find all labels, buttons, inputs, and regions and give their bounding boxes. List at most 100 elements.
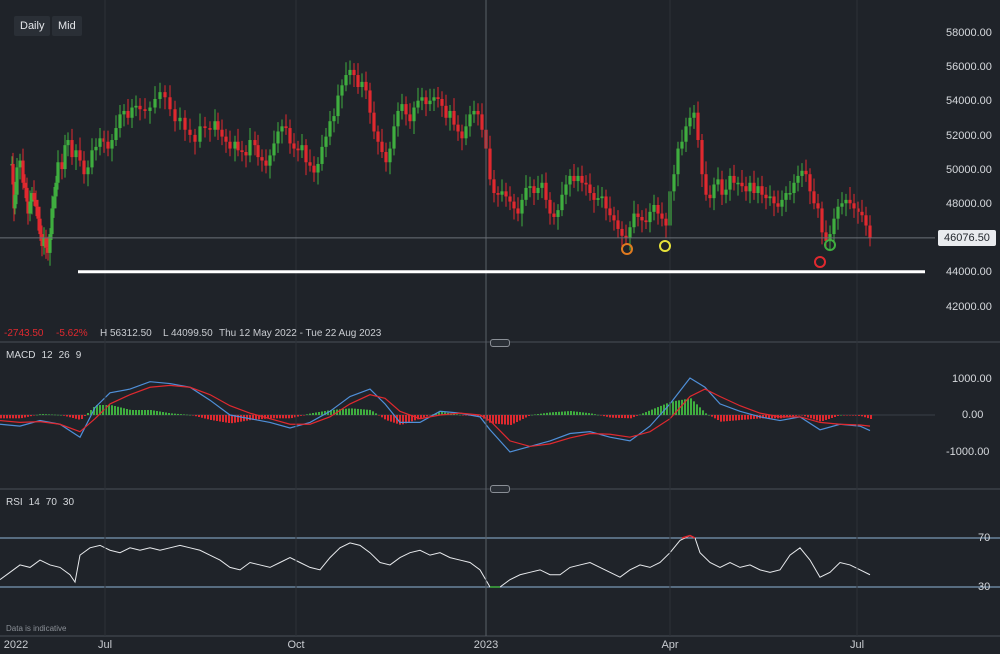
price-tick: 52000.00 <box>946 129 992 142</box>
macd-histogram-bar <box>72 415 74 418</box>
macd-histogram-bar <box>168 413 170 415</box>
candle-body <box>52 196 56 209</box>
macd-tick: -1000.00 <box>946 446 990 458</box>
macd-histogram-bar <box>771 415 773 419</box>
candle-body <box>684 126 688 142</box>
candle-body <box>208 128 212 130</box>
candle <box>94 138 98 161</box>
macd-histogram-bar <box>369 409 371 415</box>
candle-body <box>420 97 424 101</box>
candle-body <box>440 98 444 106</box>
macd-histogram-bar <box>216 415 218 421</box>
marker-circle <box>814 256 826 268</box>
candle-body <box>268 155 272 166</box>
candle <box>332 108 336 133</box>
macd-histogram-bar <box>375 413 377 415</box>
candle <box>253 131 257 156</box>
macd-histogram-bar <box>324 411 326 415</box>
candle-body <box>636 213 640 217</box>
macd-histogram-bar <box>111 405 113 415</box>
pane-resize-handle[interactable] <box>490 485 510 493</box>
macd-histogram-bar <box>18 415 20 419</box>
macd-histogram-bar <box>462 415 464 416</box>
pane-resize-handle[interactable] <box>490 339 510 347</box>
candle <box>636 204 640 227</box>
candle <box>812 178 816 210</box>
macd-histogram-bar <box>126 409 128 415</box>
candle-body <box>592 193 596 200</box>
candle-body <box>328 121 332 137</box>
candle <box>384 142 388 172</box>
candle <box>284 114 288 135</box>
macd-histogram-bar <box>306 414 308 415</box>
macd-histogram-bar <box>696 404 698 415</box>
macd-histogram-bar <box>240 415 242 422</box>
macd-histogram-bar <box>750 415 752 420</box>
candle <box>40 225 44 257</box>
change-percent: -5.62% <box>56 328 88 339</box>
candle <box>748 175 752 204</box>
candle-body <box>26 201 30 214</box>
macd-histogram-bar <box>627 415 629 419</box>
candle <box>198 113 202 148</box>
candle <box>352 63 356 88</box>
macd-histogram-bar <box>444 412 446 415</box>
candle-body <box>568 175 572 185</box>
candle <box>656 197 660 225</box>
candle <box>392 114 396 156</box>
candle <box>772 190 776 217</box>
candle <box>163 85 167 110</box>
macd-histogram-bar <box>33 415 35 416</box>
candle-body <box>46 247 50 253</box>
macd-histogram-bar <box>81 415 83 419</box>
candle <box>380 128 384 158</box>
candle <box>620 221 624 247</box>
macd-histogram-bar <box>27 415 29 417</box>
rsi-name: RSI <box>6 497 23 508</box>
macd-legend[interactable]: MACD 12 26 9 <box>6 350 81 361</box>
candle-body <box>316 163 320 173</box>
candle <box>460 124 464 151</box>
macd-histogram-bar <box>540 413 542 415</box>
macd-histogram-bar <box>633 415 635 418</box>
candle <box>408 103 412 129</box>
candle-body <box>244 151 248 156</box>
rsi-legend[interactable]: RSI 14 70 30 <box>6 497 74 508</box>
macd-histogram-bar <box>0 415 2 419</box>
candle-body <box>656 205 660 214</box>
macd-histogram-bar <box>270 415 272 419</box>
macd-param-fast: 12 <box>41 350 53 361</box>
macd-histogram-bar <box>252 415 254 420</box>
macd-tick: 0.00 <box>962 409 984 421</box>
price-mode-mid-button[interactable]: Mid <box>52 16 82 36</box>
candle <box>288 119 292 154</box>
candle <box>356 63 360 94</box>
candle <box>228 130 232 157</box>
candle <box>118 104 122 138</box>
candle-body <box>628 227 632 238</box>
candle <box>360 73 364 98</box>
candle <box>36 199 40 231</box>
candle <box>780 190 784 217</box>
macd-histogram-bar <box>666 403 668 415</box>
candle <box>368 82 372 124</box>
candle-body <box>240 150 244 152</box>
candle-body <box>86 167 90 175</box>
macd-histogram-bar <box>684 399 686 415</box>
macd-histogram-bar <box>519 415 521 421</box>
macd-histogram-bar <box>570 411 572 415</box>
candle-body <box>860 211 864 216</box>
candle <box>612 206 616 231</box>
candle-body <box>796 175 800 183</box>
macd-histogram-bar <box>513 415 515 424</box>
macd-histogram-bar <box>768 415 770 419</box>
candle <box>440 91 444 117</box>
candle-body <box>776 203 780 207</box>
macd-histogram-bar <box>408 415 410 423</box>
timeframe-daily-button[interactable]: Daily <box>14 16 51 36</box>
macd-histogram-bar <box>69 415 71 418</box>
macd-histogram-bar <box>714 415 716 419</box>
candle <box>624 224 628 246</box>
candle <box>260 149 264 172</box>
